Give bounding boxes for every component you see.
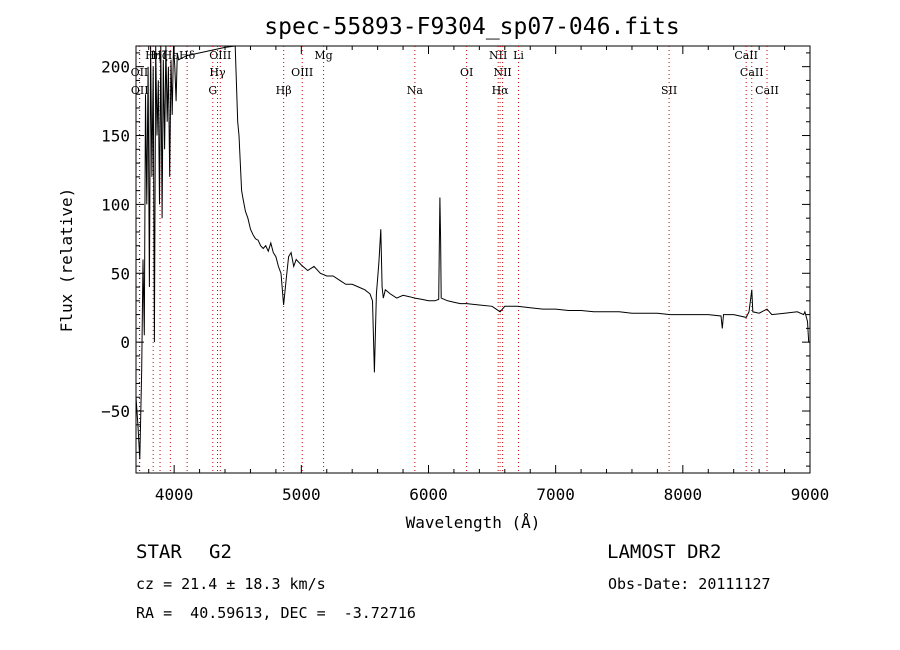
spectrum-line [135,45,810,460]
spectral-line-label: CaII [755,84,779,97]
y-tick-label: 150 [101,127,130,146]
x-tick-label: 8000 [664,485,703,504]
spectral-line-label: Hη [145,49,161,62]
spectral-line-label: OIII [209,49,231,62]
spectral-line-label: CaII [740,66,764,79]
x-axis-label: Wavelength (Å) [406,513,541,532]
spectral-line-label: Hε [163,49,179,62]
spectral-line-label: NII [493,66,511,79]
spectral-line-label: NII [489,49,507,62]
y-tick-label: −50 [101,402,130,421]
spectral-line-label: OIII [291,66,313,79]
y-tick-label: 200 [101,58,130,77]
y-tick-label: 0 [120,333,130,352]
x-tick-label: 4000 [155,485,194,504]
spectral-line-label: Hα [492,84,510,97]
survey-name: LAMOST DR2 [607,541,722,563]
x-tick-label: 6000 [409,485,448,504]
spectral-line-label: SII [661,84,677,97]
object-type: STAR [136,541,182,563]
y-axis-label: Flux (relative) [57,188,76,333]
chart-title: spec-55893-F9304_sp07-046.fits [264,14,679,40]
y-tick-label: 100 [101,195,130,214]
spectral-line-markers [138,46,768,473]
x-tick-label: 5000 [282,485,321,504]
spectral-line-label: OI [460,66,473,79]
spectral-line-label: Mg [314,49,332,62]
x-tick-label: 7000 [536,485,575,504]
spectral-line-label: Li [513,49,524,62]
y-tick-label: 50 [111,264,130,283]
x-tick-label: 9000 [791,485,830,504]
spectral-line-label: OII [131,66,149,79]
y-axis-ticks: −50 0 50 100 150 200 [101,52,810,467]
spectral-line-label: Hγ [209,66,226,79]
sky-coordinates: RA = 40.59613, DEC = -3.72716 [136,604,416,622]
spectral-line-label: Na [407,84,424,97]
spectral-line-label: OII [131,84,149,97]
x-axis-ticks: 4000 5000 6000 7000 8000 9000 [148,46,830,504]
object-subclass: G2 [209,541,232,563]
spectral-line-label: Hβ [276,84,292,97]
spectral-line-label: G [208,84,217,97]
redshift-cz: cz = 21.4 ± 18.3 km/s [136,575,326,593]
spectral-line-label: CaII [734,49,758,62]
observation-date: Obs-Date: 20111127 [608,575,771,593]
